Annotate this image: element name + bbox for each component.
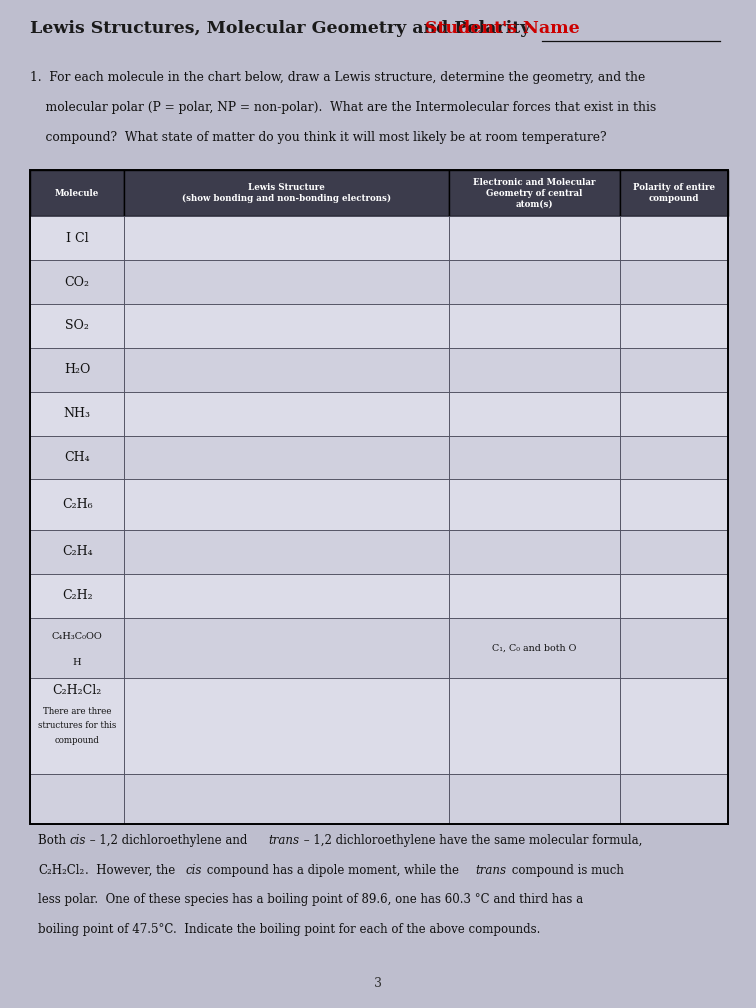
Bar [449,480,620,530]
Text: – 1,2 dichloroethylene and: – 1,2 dichloroethylene and [86,835,251,847]
Text: CO₂: CO₂ [64,275,90,288]
Text: trans: trans [475,864,506,877]
Text: trans: trans [268,835,299,847]
Bar [620,392,728,435]
Bar [30,774,124,825]
Text: .  However, the: . However, the [85,864,179,877]
Bar [449,574,620,618]
Text: 1.  For each molecule in the chart below, draw a Lewis structure, determine the : 1. For each molecule in the chart below,… [30,71,646,84]
Text: compound is much: compound is much [508,864,624,877]
Bar [449,304,620,348]
Text: Polarity of entire
compound: Polarity of entire compound [633,183,715,203]
Bar [620,217,728,260]
Bar [124,435,449,480]
Text: compound has a dipole moment, while the: compound has a dipole moment, while the [203,864,463,877]
Bar [449,618,620,678]
Text: Lewis Structures, Molecular Geometry and Polarity: Lewis Structures, Molecular Geometry and… [30,20,531,37]
Bar [124,260,449,304]
Bar [620,480,728,530]
Bar [124,530,449,574]
Bar [124,678,449,774]
Bar [124,217,449,260]
Bar [30,170,728,825]
Bar [30,618,124,678]
Bar [124,170,449,217]
Text: Electronic and Molecular
Geometry of central
atom(s): Electronic and Molecular Geometry of cen… [473,178,596,208]
Text: C₂H₂Cl₂: C₂H₂Cl₂ [52,684,102,697]
Bar [449,170,620,217]
Bar [620,435,728,480]
Bar [30,217,124,260]
Bar [620,774,728,825]
Bar [124,480,449,530]
Bar [620,260,728,304]
Text: CH₄: CH₄ [64,451,90,464]
Text: There are three: There are three [43,707,111,716]
Bar [620,618,728,678]
Bar [30,170,124,217]
Text: less polar.  One of these species has a boiling point of 89.6, one has 60.3 °C a: less polar. One of these species has a b… [38,893,583,906]
Text: Molecule: Molecule [55,188,99,198]
Text: Student's Name: Student's Name [425,20,580,37]
Bar [449,348,620,392]
Text: H: H [73,658,82,667]
Bar [30,574,124,618]
Text: C₂H₂: C₂H₂ [62,589,92,602]
Bar [620,348,728,392]
Bar [449,392,620,435]
Text: structures for this: structures for this [38,722,116,731]
Bar [620,304,728,348]
Text: compound?  What state of matter do you think it will most likely be at room temp: compound? What state of matter do you th… [30,131,606,144]
Bar [30,480,124,530]
Bar [620,574,728,618]
Text: molecular polar (P = polar, NP = non-polar).  What are the Intermolecular forces: molecular polar (P = polar, NP = non-pol… [30,101,656,114]
Text: C₂H₄: C₂H₄ [62,545,92,558]
Text: H₂O: H₂O [64,363,90,376]
Text: C₂H₂Cl₂: C₂H₂Cl₂ [38,864,84,877]
Text: I Cl: I Cl [66,232,88,245]
Text: cis: cis [186,864,203,877]
Text: C₁, C₀ and both O: C₁, C₀ and both O [492,643,577,652]
Bar [449,774,620,825]
Bar [30,304,124,348]
Bar [449,435,620,480]
Bar [124,304,449,348]
Bar [124,774,449,825]
Bar [30,530,124,574]
Bar [620,678,728,774]
Text: SO₂: SO₂ [65,320,89,333]
Text: Lewis Structure
(show bonding and non-bonding electrons): Lewis Structure (show bonding and non-bo… [182,183,391,203]
Text: C₄H₃C₀OO: C₄H₃C₀OO [51,632,103,641]
Bar [30,348,124,392]
Bar [30,392,124,435]
Text: NH₃: NH₃ [64,407,91,420]
Bar [449,217,620,260]
Bar [124,392,449,435]
Text: 3: 3 [374,977,382,990]
Bar [124,618,449,678]
Text: boiling point of 47.5°C.  Indicate the boiling point for each of the above compo: boiling point of 47.5°C. Indicate the bo… [38,922,541,935]
Bar [30,260,124,304]
Bar [449,530,620,574]
Bar [449,260,620,304]
Bar [449,678,620,774]
Text: Both: Both [38,835,70,847]
Text: C₂H₆: C₂H₆ [62,498,92,511]
Text: – 1,2 dichloroethylene have the same molecular formula,: – 1,2 dichloroethylene have the same mol… [300,835,643,847]
Bar [30,678,124,774]
Bar [620,530,728,574]
Bar [620,170,728,217]
Bar [124,574,449,618]
Bar [30,435,124,480]
Text: cis: cis [69,835,85,847]
Bar [124,348,449,392]
Text: compound: compound [54,736,100,745]
